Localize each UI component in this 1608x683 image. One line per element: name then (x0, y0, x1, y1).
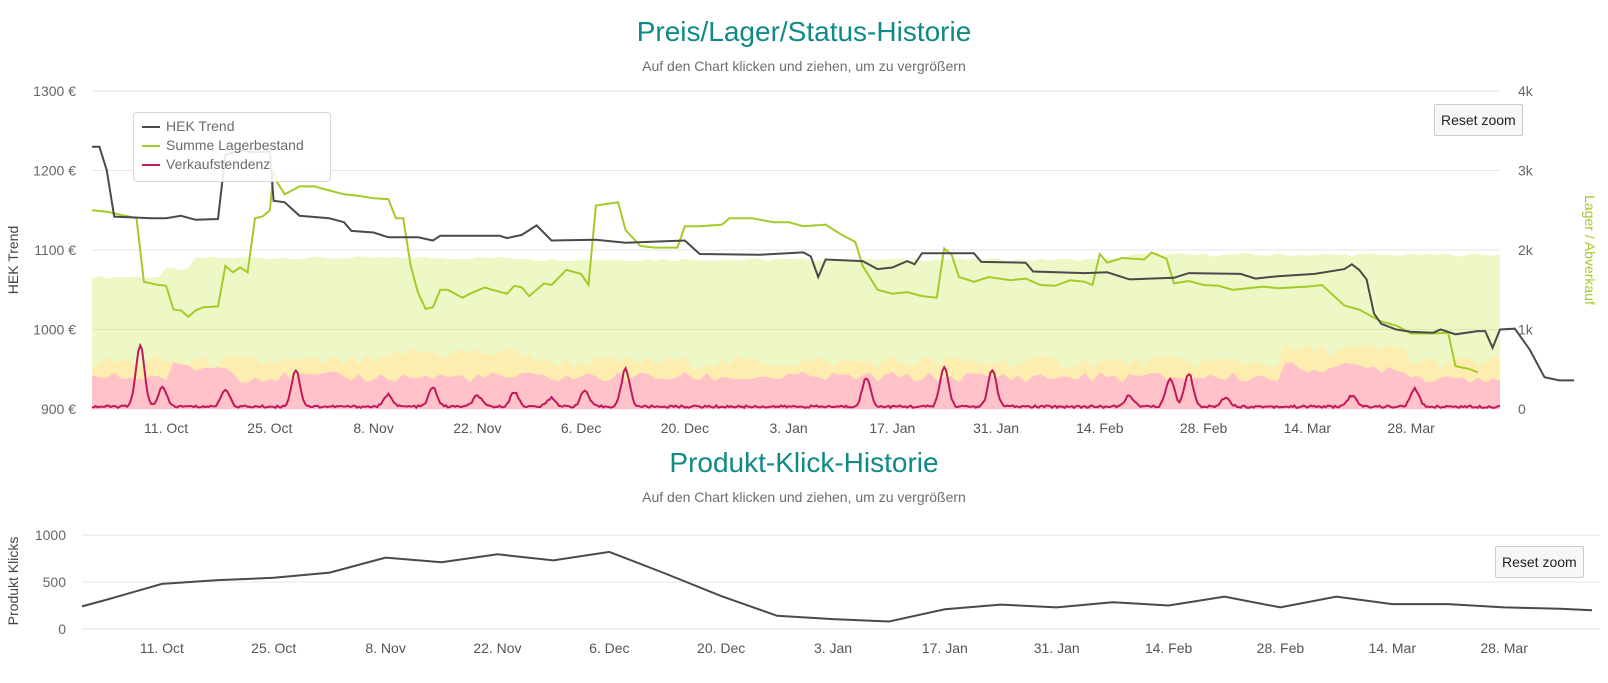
y-tick-label: 500 (43, 574, 67, 590)
y-right-tick-label: 1k (1518, 322, 1534, 338)
series-line-lagerbestand (91, 170, 1479, 374)
y-right-axis-title: Lager / Abverkauf (1582, 195, 1598, 305)
chart-subtitle-price-stock: Auf den Chart klicken und ziehen, um zu … (642, 58, 966, 74)
y-axis-title: Produkt Klicks (5, 537, 21, 626)
x-tick-label: 31. Jan (973, 420, 1019, 436)
y-right-tick-label: 0 (1518, 401, 1526, 417)
y-tick-label: 1000 (35, 527, 66, 543)
price-stock-chart[interactable]: 900 € 1000 € 1100 € 1200 € 1300 € 0 1k 2k 3k 4k 11… (0, 0, 1608, 440)
legend-label-tendenz: Verkaufstendenz (166, 156, 271, 172)
x-tick-label: 11. Oct (140, 640, 184, 656)
x-tick-label: 6. Dec (561, 420, 601, 436)
x-tick-label: 25. Oct (251, 640, 296, 656)
legend-label-hek: HEK Trend (166, 118, 235, 134)
reset-zoom-button-clicks[interactable]: Reset zoom (1495, 546, 1584, 578)
x-tick-label: 14. Feb (1145, 640, 1193, 656)
x-tick-label: 14. Mar (1284, 420, 1332, 436)
x-tick-label: 17. Jan (922, 640, 968, 656)
x-tick-label: 11. Oct (144, 420, 188, 436)
reset-zoom-button-price[interactable]: Reset zoom (1434, 104, 1523, 136)
series-line-hek-trend (92, 145, 1575, 382)
x-tick-label: 20. Dec (697, 640, 745, 656)
x-tick-label: 8. Nov (353, 420, 393, 436)
x-tick-label: 25. Oct (247, 420, 292, 436)
x-tick-label: 17. Jan (869, 420, 915, 436)
x-tick-label: 28. Mar (1480, 640, 1528, 656)
x-tick-label: 28. Feb (1180, 420, 1228, 436)
band-red (92, 362, 1500, 409)
x-tick-label: 3. Jan (814, 640, 852, 656)
x-tick-label: 22. Nov (453, 420, 501, 436)
chart-subtitle-clicks: Auf den Chart klicken und ziehen, um zu … (642, 489, 966, 505)
y-tick-label: 0 (58, 621, 66, 637)
y-right-tick-label: 4k (1518, 83, 1534, 99)
y-right-tick-label: 2k (1518, 242, 1534, 258)
chart-title-clicks: Produkt-Klick-Historie (669, 447, 939, 478)
legend-swatch-lager (142, 145, 160, 147)
x-tick-label: 6. Dec (589, 640, 629, 656)
y-left-tick-label: 900 € (41, 401, 76, 417)
y-left-tick-label: 1200 € (33, 163, 76, 179)
x-tick-label: 22. Nov (473, 640, 521, 656)
chart-legend: HEK Trend Summe Lagerbestand Verkaufsten… (133, 112, 331, 182)
x-tick-label: 20. Dec (661, 420, 709, 436)
legend-swatch-hek (142, 126, 160, 128)
legend-swatch-tendenz (142, 164, 160, 166)
series-line-verkaufstendenz (91, 342, 1501, 410)
legend-label-lager: Summe Lagerbestand (166, 137, 304, 153)
x-tick-label: 8. Nov (365, 640, 405, 656)
series-line-produkt-klicks (81, 550, 1593, 623)
y-left-tick-label: 1100 € (34, 242, 76, 258)
x-tick-label: 28. Feb (1257, 640, 1305, 656)
y-right-tick-label: 3k (1518, 163, 1534, 179)
x-tick-label: 28. Mar (1387, 420, 1435, 436)
x-tick-label: 3. Jan (770, 420, 808, 436)
y-left-tick-label: 1000 € (33, 322, 76, 338)
chart-title-price-stock: Preis/Lager/Status-Historie (636, 16, 972, 47)
x-tick-label: 14. Feb (1076, 420, 1124, 436)
x-tick-label: 31. Jan (1034, 640, 1080, 656)
x-tick-label: 14. Mar (1369, 640, 1417, 656)
y-left-axis-title: HEK Trend (5, 226, 21, 294)
y-left-tick-label: 1300 € (33, 83, 76, 99)
